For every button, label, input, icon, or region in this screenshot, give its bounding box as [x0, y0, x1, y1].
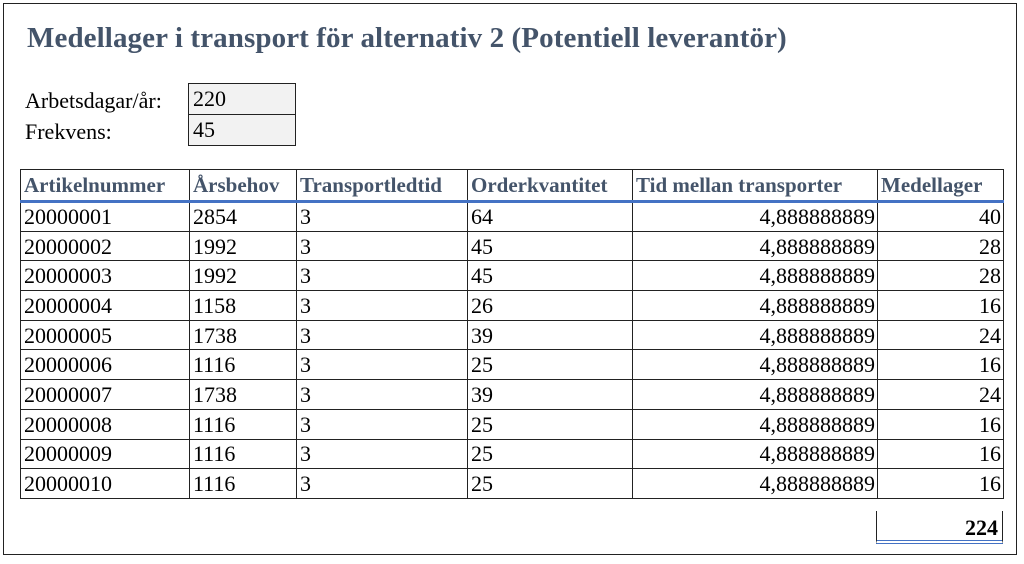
cell-medellager[interactable]: 16 [877, 290, 1004, 321]
cell-arsbehov[interactable]: 1158 [189, 290, 297, 321]
cell-transportledtid[interactable]: 3 [296, 438, 468, 470]
table-row: 20000007 1738 3 39 4,888888889 24 [20, 379, 1004, 410]
cell-orderkvantitet[interactable]: 25 [467, 349, 633, 381]
cell-artikelnummer[interactable]: 20000006 [20, 349, 190, 381]
cell-medellager[interactable]: 16 [877, 438, 1004, 470]
column-header-orderkvantitet: Orderkvantitet [467, 169, 633, 203]
table-row: 20000003 1992 3 45 4,888888889 28 [20, 260, 1004, 292]
cell-orderkvantitet[interactable]: 26 [467, 290, 633, 321]
cell-artikelnummer[interactable]: 20000002 [20, 230, 190, 262]
cell-orderkvantitet[interactable]: 39 [467, 379, 633, 410]
cell-artikelnummer[interactable]: 20000005 [20, 319, 190, 351]
cell-arsbehov[interactable]: 1992 [189, 230, 297, 262]
table-header-row: Artikelnummer Årsbehov Transportledtid O… [20, 169, 1004, 203]
cell-tid-mellan-transporter[interactable]: 4,888888889 [632, 230, 878, 262]
cell-artikelnummer[interactable]: 20000009 [20, 438, 190, 470]
cell-orderkvantitet[interactable]: 25 [467, 408, 633, 440]
cell-tid-mellan-transporter[interactable]: 4,888888889 [632, 290, 878, 321]
column-header-artikelnummer: Artikelnummer [20, 169, 190, 203]
document-frame [3, 3, 1017, 555]
cell-orderkvantitet[interactable]: 25 [467, 468, 633, 499]
cell-medellager[interactable]: 16 [877, 408, 1004, 440]
table-row: 20000001 2854 3 64 4,888888889 40 [20, 201, 1004, 232]
table-row: 20000006 1116 3 25 4,888888889 16 [20, 349, 1004, 381]
cell-arsbehov[interactable]: 1116 [189, 468, 297, 499]
table-row: 20000008 1116 3 25 4,888888889 16 [20, 408, 1004, 440]
param-value-arbetsdagar[interactable]: 220 [188, 83, 296, 115]
cell-transportledtid[interactable]: 3 [296, 201, 468, 232]
cell-artikelnummer[interactable]: 20000004 [20, 290, 190, 321]
cell-medellager[interactable]: 16 [877, 468, 1004, 499]
cell-transportledtid[interactable]: 3 [296, 349, 468, 381]
cell-tid-mellan-transporter[interactable]: 4,888888889 [632, 379, 878, 410]
cell-tid-mellan-transporter[interactable]: 4,888888889 [632, 468, 878, 499]
cell-artikelnummer[interactable]: 20000010 [20, 468, 190, 499]
cell-artikelnummer[interactable]: 20000001 [20, 201, 190, 232]
cell-arsbehov[interactable]: 1992 [189, 260, 297, 292]
param-label-frekvens: Frekvens: [25, 119, 112, 144]
cell-arsbehov[interactable]: 2854 [189, 201, 297, 232]
column-header-arsbehov: Årsbehov [189, 169, 297, 203]
column-header-medellager: Medellager [877, 169, 1004, 203]
table-row: 20000010 1116 3 25 4,888888889 16 [20, 468, 1004, 499]
table-row: 20000002 1992 3 45 4,888888889 28 [20, 230, 1004, 262]
column-header-tid-mellan-transporter: Tid mellan transporter [632, 169, 878, 203]
cell-transportledtid[interactable]: 3 [296, 260, 468, 292]
table-row: 20000005 1738 3 39 4,888888889 24 [20, 319, 1004, 351]
inventory-table: Artikelnummer Årsbehov Transportledtid O… [20, 169, 1004, 499]
cell-medellager[interactable]: 40 [877, 201, 1004, 232]
page-title: Medellager i transport för alternativ 2 … [27, 22, 787, 54]
cell-medellager[interactable]: 28 [877, 260, 1004, 292]
column-header-transportledtid: Transportledtid [296, 169, 468, 203]
cell-transportledtid[interactable]: 3 [296, 319, 468, 351]
cell-arsbehov[interactable]: 1738 [189, 379, 297, 410]
cell-tid-mellan-transporter[interactable]: 4,888888889 [632, 349, 878, 381]
param-label-arbetsdagar: Arbetsdagar/år: [25, 88, 162, 113]
cell-tid-mellan-transporter[interactable]: 4,888888889 [632, 408, 878, 440]
param-value-frekvens[interactable]: 45 [188, 114, 296, 146]
cell-medellager[interactable]: 28 [877, 230, 1004, 262]
cell-transportledtid[interactable]: 3 [296, 379, 468, 410]
cell-medellager[interactable]: 24 [877, 319, 1004, 351]
cell-arsbehov[interactable]: 1738 [189, 319, 297, 351]
table-row: 20000004 1158 3 26 4,888888889 16 [20, 290, 1004, 321]
cell-tid-mellan-transporter[interactable]: 4,888888889 [632, 201, 878, 232]
cell-transportledtid[interactable]: 3 [296, 468, 468, 499]
cell-medellager[interactable]: 16 [877, 349, 1004, 381]
total-medellager: 224 [876, 511, 1003, 544]
cell-orderkvantitet[interactable]: 25 [467, 438, 633, 470]
cell-transportledtid[interactable]: 3 [296, 290, 468, 321]
cell-orderkvantitet[interactable]: 39 [467, 319, 633, 351]
cell-arsbehov[interactable]: 1116 [189, 438, 297, 470]
cell-medellager[interactable]: 24 [877, 379, 1004, 410]
cell-transportledtid[interactable]: 3 [296, 230, 468, 262]
cell-orderkvantitet[interactable]: 45 [467, 230, 633, 262]
cell-arsbehov[interactable]: 1116 [189, 408, 297, 440]
cell-tid-mellan-transporter[interactable]: 4,888888889 [632, 319, 878, 351]
cell-artikelnummer[interactable]: 20000003 [20, 260, 190, 292]
cell-tid-mellan-transporter[interactable]: 4,888888889 [632, 438, 878, 470]
cell-orderkvantitet[interactable]: 64 [467, 201, 633, 232]
table-row: 20000009 1116 3 25 4,888888889 16 [20, 438, 1004, 470]
cell-orderkvantitet[interactable]: 45 [467, 260, 633, 292]
cell-artikelnummer[interactable]: 20000007 [20, 379, 190, 410]
cell-artikelnummer[interactable]: 20000008 [20, 408, 190, 440]
cell-arsbehov[interactable]: 1116 [189, 349, 297, 381]
cell-tid-mellan-transporter[interactable]: 4,888888889 [632, 260, 878, 292]
cell-transportledtid[interactable]: 3 [296, 408, 468, 440]
